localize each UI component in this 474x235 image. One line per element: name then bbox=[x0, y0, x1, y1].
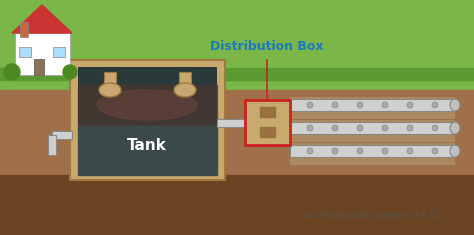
Circle shape bbox=[407, 148, 413, 154]
Bar bbox=[0, 175, 474, 235]
Bar bbox=[290, 120, 455, 142]
Bar bbox=[260, 127, 275, 137]
Circle shape bbox=[332, 102, 338, 108]
Bar bbox=[15, 33, 70, 75]
Circle shape bbox=[382, 148, 388, 154]
Circle shape bbox=[357, 125, 363, 131]
FancyArrow shape bbox=[48, 135, 56, 155]
Bar bbox=[0, 0, 474, 95]
Text: Soil Absorption System (S.A.S): Soil Absorption System (S.A.S) bbox=[301, 211, 439, 219]
Text: Distribution Box: Distribution Box bbox=[210, 40, 324, 53]
Bar bbox=[34, 59, 44, 75]
Ellipse shape bbox=[97, 90, 197, 120]
Circle shape bbox=[432, 125, 438, 131]
Circle shape bbox=[357, 102, 363, 108]
Bar bbox=[19, 47, 31, 57]
Bar bbox=[0, 68, 474, 80]
Text: Tank: Tank bbox=[127, 137, 167, 153]
Bar bbox=[104, 72, 116, 90]
Ellipse shape bbox=[174, 83, 196, 97]
Ellipse shape bbox=[99, 83, 121, 97]
Bar bbox=[78, 67, 217, 175]
Ellipse shape bbox=[450, 99, 460, 111]
Circle shape bbox=[382, 125, 388, 131]
Circle shape bbox=[307, 148, 313, 154]
Bar bbox=[245, 100, 290, 145]
Circle shape bbox=[382, 102, 388, 108]
Bar bbox=[290, 97, 455, 119]
Bar bbox=[53, 47, 65, 57]
Bar bbox=[20, 22, 28, 37]
Ellipse shape bbox=[450, 122, 460, 134]
Ellipse shape bbox=[450, 145, 460, 157]
Circle shape bbox=[4, 64, 20, 80]
FancyArrow shape bbox=[52, 131, 72, 139]
Bar bbox=[260, 107, 275, 117]
Bar bbox=[78, 85, 217, 125]
Circle shape bbox=[432, 148, 438, 154]
Circle shape bbox=[307, 125, 313, 131]
Circle shape bbox=[407, 102, 413, 108]
Bar bbox=[179, 72, 191, 90]
Bar bbox=[290, 122, 455, 134]
Circle shape bbox=[432, 102, 438, 108]
Circle shape bbox=[407, 125, 413, 131]
Circle shape bbox=[332, 125, 338, 131]
Bar bbox=[290, 99, 455, 111]
Bar bbox=[78, 125, 217, 175]
Bar bbox=[70, 60, 225, 180]
Bar bbox=[0, 90, 474, 235]
Circle shape bbox=[63, 65, 77, 79]
Bar bbox=[290, 145, 455, 157]
Circle shape bbox=[357, 148, 363, 154]
Polygon shape bbox=[12, 5, 72, 33]
Circle shape bbox=[332, 148, 338, 154]
FancyArrow shape bbox=[217, 119, 245, 127]
Circle shape bbox=[307, 102, 313, 108]
Bar bbox=[290, 143, 455, 165]
